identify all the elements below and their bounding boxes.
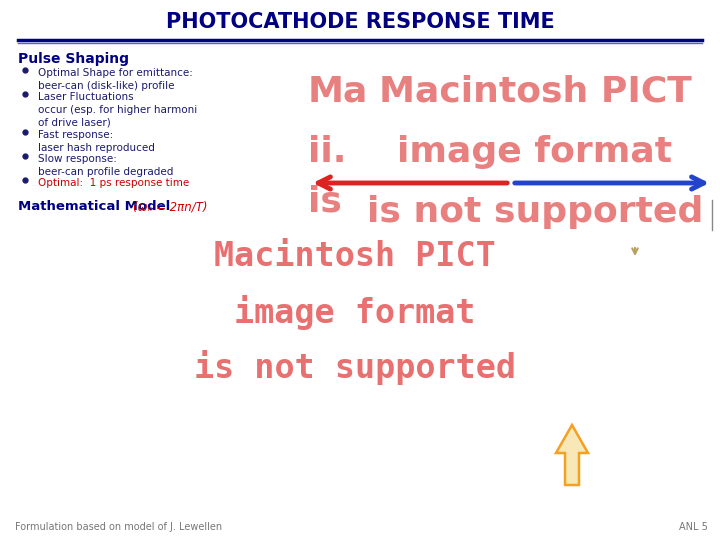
Text: image format: image format (397, 135, 672, 169)
Text: PHOTOCATHODE RESPONSE TIME: PHOTOCATHODE RESPONSE TIME (166, 12, 554, 32)
Text: is not supported: is not supported (366, 195, 703, 229)
Polygon shape (556, 425, 588, 485)
Text: ii.: ii. (308, 135, 346, 169)
Text: Optimal Shape for emittance:
beer-can (disk-like) profile: Optimal Shape for emittance: beer-can (d… (38, 68, 193, 91)
Text: Fast response:
laser hash reproduced: Fast response: laser hash reproduced (38, 130, 155, 153)
Text: Pulse Shaping: Pulse Shaping (18, 52, 129, 66)
Text: Ma: Ma (308, 75, 369, 109)
Text: Laser Fluctuations
occur (esp. for higher harmoni
of drive laser): Laser Fluctuations occur (esp. for highe… (38, 92, 197, 127)
Text: Mathematical Model: Mathematical Model (18, 200, 170, 213)
Text: Optimal:  1 ps response time: Optimal: 1 ps response time (38, 178, 189, 188)
Text: Macintosh PICT: Macintosh PICT (214, 240, 496, 273)
Text: is: is (308, 185, 342, 219)
Text: image format: image format (234, 295, 476, 330)
Text: ANL 5: ANL 5 (679, 522, 708, 532)
Text: (ωₙ = 2πn/T): (ωₙ = 2πn/T) (133, 200, 207, 213)
Text: Slow response:
beer-can profile degraded: Slow response: beer-can profile degraded (38, 154, 174, 177)
Text: is not supported: is not supported (194, 350, 516, 385)
Text: Macintosh PICT: Macintosh PICT (379, 75, 691, 109)
Text: Formulation based on model of J. Lewellen: Formulation based on model of J. Lewelle… (15, 522, 222, 532)
